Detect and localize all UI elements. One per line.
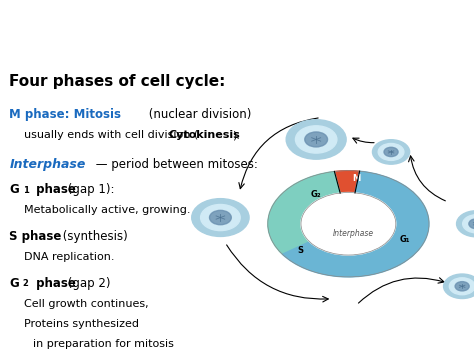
Wedge shape (334, 171, 360, 193)
Text: Interphase: Interphase (9, 158, 86, 171)
Text: in preparation for mitosis: in preparation for mitosis (33, 339, 174, 349)
Text: (gap 1):: (gap 1): (64, 183, 115, 196)
Wedge shape (268, 171, 340, 254)
Circle shape (455, 282, 469, 291)
Text: 2: 2 (23, 279, 28, 288)
Text: Four phases of cell cycle:: Four phases of cell cycle: (9, 74, 226, 89)
Text: 1: 1 (23, 186, 28, 195)
Wedge shape (355, 171, 429, 264)
Text: Cytokinesis: Cytokinesis (168, 130, 240, 140)
Text: DNA replication.: DNA replication. (24, 252, 114, 262)
Text: G: G (9, 277, 19, 290)
Text: Cell growth continues,: Cell growth continues, (24, 299, 148, 309)
Circle shape (378, 143, 404, 160)
Text: G₁: G₁ (400, 235, 410, 244)
Circle shape (373, 140, 410, 164)
Text: M phase: Mitosis: M phase: Mitosis (9, 108, 121, 121)
Text: Interphase: Interphase (333, 229, 374, 237)
Text: phase: phase (32, 277, 76, 290)
Circle shape (456, 211, 474, 237)
Text: Fig 16.1  Phases of the cell cycle: Fig 16.1 Phases of the cell cycle (9, 15, 214, 28)
Circle shape (384, 147, 398, 157)
Text: (gap 2): (gap 2) (64, 277, 110, 290)
Text: ).: ). (232, 130, 240, 140)
Circle shape (301, 192, 396, 255)
Circle shape (463, 215, 474, 233)
Wedge shape (283, 242, 400, 277)
Text: S phase: S phase (9, 230, 62, 243)
Circle shape (191, 199, 249, 236)
Text: Proteins synthesized: Proteins synthesized (24, 319, 139, 329)
Circle shape (469, 219, 474, 229)
Text: — period between mitoses:: — period between mitoses: (92, 158, 258, 171)
Text: M: M (352, 174, 361, 183)
Circle shape (295, 126, 337, 153)
Text: G: G (9, 183, 19, 196)
Circle shape (449, 278, 474, 295)
Text: G₂: G₂ (311, 190, 321, 199)
Circle shape (286, 120, 346, 159)
Circle shape (201, 204, 240, 231)
Circle shape (210, 211, 231, 225)
Circle shape (444, 274, 474, 299)
Text: (synthesis): (synthesis) (59, 230, 128, 243)
Text: (nuclear division): (nuclear division) (145, 108, 251, 121)
Text: usually ends with cell division (: usually ends with cell division ( (24, 130, 198, 140)
Text: phase: phase (32, 183, 76, 196)
Text: Metabolically active, growing.: Metabolically active, growing. (24, 205, 190, 215)
Text: S: S (297, 246, 303, 255)
Circle shape (305, 132, 328, 147)
